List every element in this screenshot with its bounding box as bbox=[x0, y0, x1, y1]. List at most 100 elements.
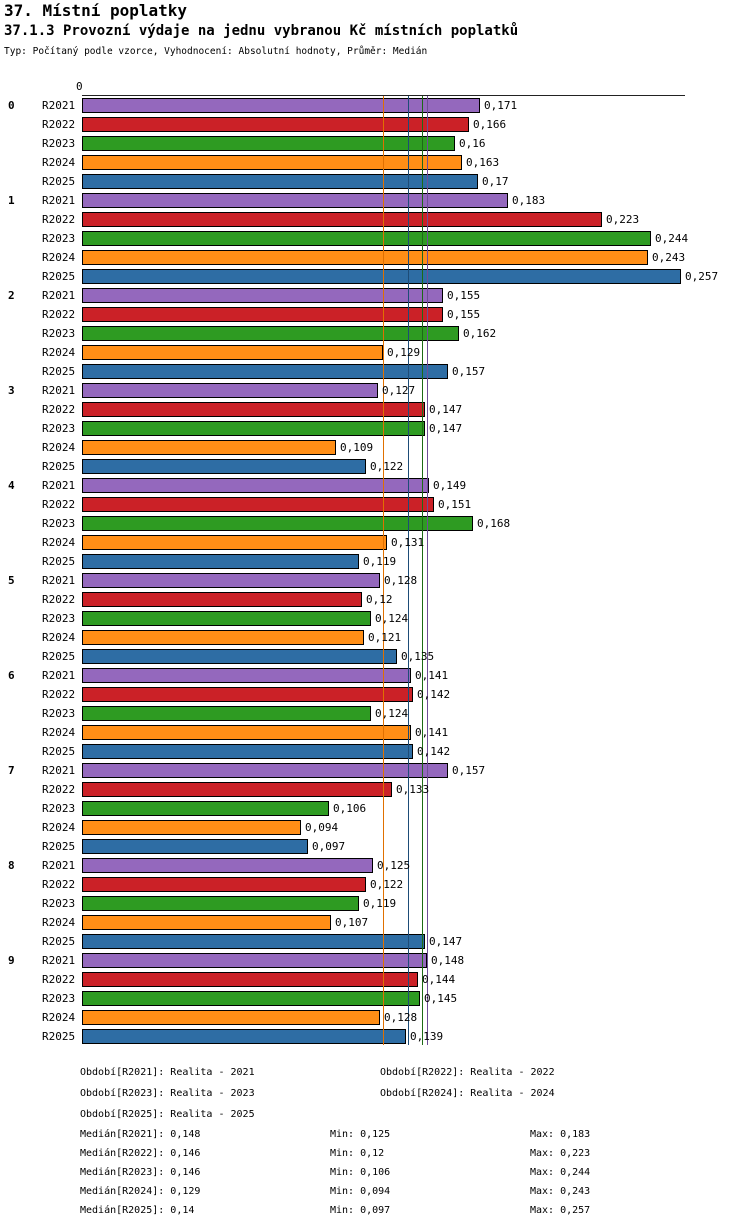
bar-8-R2025 bbox=[82, 934, 425, 949]
series-label: R2025 bbox=[42, 650, 76, 663]
series-label: R2021 bbox=[42, 954, 76, 967]
bar-0-R2022 bbox=[82, 117, 469, 132]
bar-1-R2024 bbox=[82, 250, 648, 265]
bar-3-R2021 bbox=[82, 383, 378, 398]
series-label: R2024 bbox=[42, 251, 76, 264]
bar-5-R2024 bbox=[82, 630, 364, 645]
bar-chart: 0 0 R2021 0,171 R2022 0,166 R2023 0,16 R2024 0,1… bbox=[0, 80, 750, 1046]
median-line-R2023 bbox=[422, 96, 423, 1045]
chart-row: R2022 0,166 bbox=[0, 115, 750, 134]
series-label: R2021 bbox=[42, 479, 76, 492]
chart-stats: Medián[R2021]: 0,148 Min: 0,125 Max: 0,183… bbox=[0, 1128, 750, 1228]
bar-value-label: 0,142 bbox=[417, 688, 451, 701]
median-line-R2024 bbox=[383, 96, 384, 1045]
bar-7-R2021 bbox=[82, 763, 448, 778]
chart-row: R2024 0,107 bbox=[0, 913, 750, 932]
bar-value-label: 0,128 bbox=[384, 574, 418, 587]
report-subtitle: 37.1.3 Provozní výdaje na jednu vybranou… bbox=[4, 23, 519, 39]
bar-7-R2023 bbox=[82, 801, 329, 816]
bar-7-R2022 bbox=[82, 782, 392, 797]
bar-6-R2021 bbox=[82, 668, 411, 683]
bar-2-R2023 bbox=[82, 326, 459, 341]
bar-value-label: 0,106 bbox=[333, 802, 367, 815]
bar-3-R2023 bbox=[82, 421, 425, 436]
bar-3-R2024 bbox=[82, 440, 336, 455]
bar-value-label: 0,122 bbox=[370, 460, 404, 473]
chart-row: R2024 0,141 bbox=[0, 723, 750, 742]
bar-value-label: 0,157 bbox=[452, 764, 486, 777]
bar-value-label: 0,133 bbox=[396, 783, 430, 796]
series-label: R2024 bbox=[42, 156, 76, 169]
series-label: R2022 bbox=[42, 783, 76, 796]
bar-5-R2021 bbox=[82, 573, 380, 588]
series-label: R2023 bbox=[42, 612, 76, 625]
chart-row: R2023 0,119 bbox=[0, 894, 750, 913]
stat-max: Max: 0,257 bbox=[530, 1205, 591, 1216]
bar-8-R2024 bbox=[82, 915, 331, 930]
bar-2-R2022 bbox=[82, 307, 443, 322]
bar-1-R2025 bbox=[82, 269, 681, 284]
bar-value-label: 0,124 bbox=[375, 707, 409, 720]
chart-row: R2023 0,106 bbox=[0, 799, 750, 818]
chart-row: 3 R2021 0,127 bbox=[0, 381, 750, 400]
chart-row: R2024 0,109 bbox=[0, 438, 750, 457]
chart-row: R2025 0,097 bbox=[0, 837, 750, 856]
chart-row: R2024 0,131 bbox=[0, 533, 750, 552]
bar-9-R2022 bbox=[82, 972, 418, 987]
bar-value-label: 0,094 bbox=[305, 821, 339, 834]
bar-5-R2022 bbox=[82, 592, 362, 607]
series-label: R2021 bbox=[42, 194, 76, 207]
group-label: 0 bbox=[8, 99, 15, 112]
stat-max: Max: 0,243 bbox=[530, 1186, 591, 1197]
group-label: 7 bbox=[8, 764, 15, 777]
bar-value-label: 0,17 bbox=[482, 175, 509, 188]
stat-max: Max: 0,183 bbox=[530, 1129, 591, 1140]
bar-value-label: 0,125 bbox=[377, 859, 411, 872]
series-label: R2024 bbox=[42, 1011, 76, 1024]
bar-value-label: 0,119 bbox=[363, 897, 397, 910]
stat-max: Max: 0,244 bbox=[530, 1167, 591, 1178]
series-label: R2021 bbox=[42, 574, 76, 587]
series-label: R2023 bbox=[42, 897, 76, 910]
stat-median: Medián[R2025]: 0,14 bbox=[80, 1205, 195, 1216]
bar-2-R2024 bbox=[82, 345, 383, 360]
chart-row: R2022 0,223 bbox=[0, 210, 750, 229]
report-title: 37. Místní poplatky bbox=[4, 1, 188, 20]
median-line-R2021 bbox=[427, 96, 428, 1045]
axis-zero-label: 0 bbox=[76, 80, 83, 93]
stat-min: Min: 0,12 bbox=[330, 1148, 385, 1159]
bar-value-label: 0,147 bbox=[429, 403, 463, 416]
stat-min: Min: 0,106 bbox=[330, 1167, 391, 1178]
series-label: R2022 bbox=[42, 593, 76, 606]
chart-row: R2023 0,162 bbox=[0, 324, 750, 343]
group-label: 3 bbox=[8, 384, 15, 397]
chart-row: R2023 0,168 bbox=[0, 514, 750, 533]
group-label: 8 bbox=[8, 859, 15, 872]
stat-median: Medián[R2023]: 0,146 bbox=[80, 1167, 201, 1178]
series-label: R2021 bbox=[42, 99, 76, 112]
chart-row: R2025 0,142 bbox=[0, 742, 750, 761]
chart-row: 1 R2021 0,183 bbox=[0, 191, 750, 210]
series-label: R2024 bbox=[42, 726, 76, 739]
stat-min: Min: 0,094 bbox=[330, 1186, 391, 1197]
chart-legend: Období[R2021]: Realita - 2021 Období[R202… bbox=[0, 1066, 750, 1128]
bar-value-label: 0,155 bbox=[447, 289, 481, 302]
series-label: R2023 bbox=[42, 327, 76, 340]
bar-4-R2021 bbox=[82, 478, 429, 493]
bar-0-R2021 bbox=[82, 98, 480, 113]
bar-value-label: 0,257 bbox=[685, 270, 719, 283]
bar-8-R2021 bbox=[82, 858, 373, 873]
chart-row: R2022 0,147 bbox=[0, 400, 750, 419]
chart-row: R2024 0,243 bbox=[0, 248, 750, 267]
series-label: R2025 bbox=[42, 840, 76, 853]
chart-row: 5 R2021 0,128 bbox=[0, 571, 750, 590]
bar-5-R2025 bbox=[82, 649, 397, 664]
bar-value-label: 0,141 bbox=[415, 669, 449, 682]
series-label: R2021 bbox=[42, 859, 76, 872]
chart-row: R2023 0,124 bbox=[0, 609, 750, 628]
chart-row: R2025 0,147 bbox=[0, 932, 750, 951]
legend-item: Období[R2021]: Realita - 2021 bbox=[80, 1067, 255, 1078]
bar-value-label: 0,145 bbox=[424, 992, 458, 1005]
bar-value-label: 0,147 bbox=[429, 935, 463, 948]
chart-row: 2 R2021 0,155 bbox=[0, 286, 750, 305]
